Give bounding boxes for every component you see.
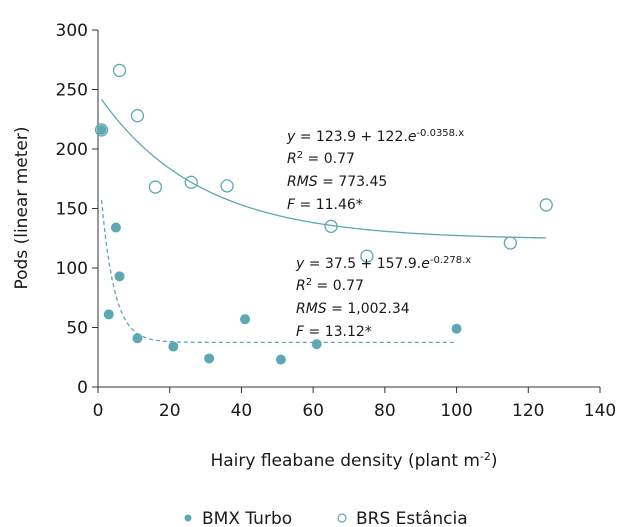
bmx-turbo-point [110, 222, 121, 233]
y-tick-label: 300 [56, 21, 88, 41]
x-tick-label: 140 [584, 401, 616, 421]
bmx-turbo-point [168, 341, 179, 352]
bmx-turbo-point [311, 339, 322, 350]
y-tick-label: 50 [66, 319, 88, 339]
bmx-turbo-point [240, 314, 251, 325]
brs-r2-line: R2 = 0.77 [287, 150, 355, 168]
bmx-turbo-equation: y = 37.5 + 157.9.e-0.278.x R2 = 0.77 RMS… [295, 255, 471, 341]
y-tick-label: 150 [56, 200, 88, 220]
legend-label-brs-estancia: BRS Estância [356, 509, 468, 527]
brs-estancia-point [324, 219, 338, 234]
brs-estancia-point [360, 249, 374, 263]
bmx-turbo-point [103, 309, 114, 320]
legend: BMX Turbo BRS Estância [184, 509, 468, 527]
y-tick-label: 0 [77, 378, 88, 398]
bmx-turbo-point [132, 333, 143, 344]
x-tick-label: 0 [93, 401, 104, 421]
legend-marker-bmx-turbo [184, 514, 192, 522]
x-tick-label: 120 [512, 401, 544, 421]
x-ticks: 0 20 40 60 80 100 120 140 [93, 387, 616, 421]
x-tick-label: 20 [159, 401, 181, 421]
brs-equation-line: y = 123.9 + 122.e-0.0358.x [286, 128, 464, 146]
bmx-turbo-point [114, 271, 125, 282]
x-tick-label: 100 [440, 401, 472, 421]
brs-estancia-point [184, 175, 198, 189]
y-tick-label: 100 [56, 259, 88, 279]
bmx-turbo-point [96, 124, 107, 135]
x-axis-title: Hairy fleabane density (plant m-2) [210, 450, 497, 472]
y-tick-label: 200 [56, 140, 88, 160]
fit-curves [100, 99, 547, 344]
y-axis-title: Pods (linear meter) [12, 127, 32, 290]
data-points [94, 63, 553, 365]
brs-estancia-equation: y = 123.9 + 122.e-0.0358.x R2 = 0.77 RMS… [286, 128, 464, 214]
bmx-rms-line: RMS = 1,002.34 [296, 301, 410, 317]
x-tick-label: 60 [302, 401, 324, 421]
x-tick-label: 80 [374, 401, 396, 421]
brs-estancia-point [220, 179, 234, 193]
y-tick-label: 250 [56, 81, 88, 101]
bmx-f-line: F = 13.12* [296, 324, 372, 340]
brs-estancia-point [148, 180, 163, 194]
y-ticks: 0 50 100 150 200 250 300 [56, 21, 98, 398]
bmx-equation-line: y = 37.5 + 157.9.e-0.278.x [295, 255, 471, 273]
legend-marker-brs-estancia [337, 513, 347, 523]
legend-label-bmx-turbo: BMX Turbo [202, 509, 292, 527]
brs-estancia-fit-curve [101, 99, 547, 239]
brs-estancia-point [503, 236, 518, 250]
bmx-turbo-point [275, 354, 286, 365]
bmx-r2-line: R2 = 0.77 [296, 277, 364, 295]
x-tick-label: 40 [231, 401, 253, 421]
brs-estancia-point [94, 123, 109, 137]
brs-f-line: F = 11.46* [287, 197, 363, 213]
brs-estancia-point [539, 198, 553, 212]
brs-estancia-point [112, 63, 127, 78]
bmx-turbo-fit-curve [100, 200, 457, 344]
bmx-turbo-point [204, 353, 215, 364]
bmx-turbo-point [451, 323, 462, 334]
brs-rms-line: RMS = 773.45 [287, 174, 387, 190]
brs-estancia-point [130, 109, 145, 123]
